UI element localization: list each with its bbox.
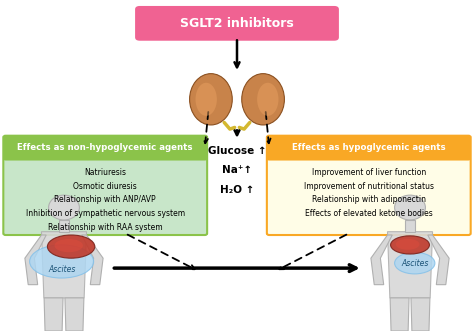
Text: Relationship with adiponectin: Relationship with adiponectin (312, 195, 426, 205)
Ellipse shape (257, 83, 279, 116)
Polygon shape (65, 298, 84, 331)
FancyBboxPatch shape (3, 136, 207, 235)
Ellipse shape (396, 239, 419, 250)
Polygon shape (25, 235, 46, 285)
Text: SGLT2 inhibitors: SGLT2 inhibitors (180, 17, 294, 30)
Text: Relationship with ANP/AVP: Relationship with ANP/AVP (55, 195, 156, 205)
Text: Effects of elevated ketone bodies: Effects of elevated ketone bodies (305, 209, 433, 218)
FancyBboxPatch shape (267, 136, 471, 161)
Text: Relationship with RAA system: Relationship with RAA system (48, 223, 163, 232)
Polygon shape (59, 220, 69, 232)
FancyBboxPatch shape (135, 6, 339, 41)
Ellipse shape (391, 236, 429, 254)
Ellipse shape (47, 235, 95, 258)
Text: Glucose ↑: Glucose ↑ (208, 146, 266, 156)
Ellipse shape (29, 245, 94, 278)
Text: Inhibition of sympathetic nervous system: Inhibition of sympathetic nervous system (26, 209, 185, 218)
Text: Ascites: Ascites (48, 265, 75, 274)
Ellipse shape (190, 74, 232, 125)
Ellipse shape (48, 195, 80, 220)
FancyBboxPatch shape (267, 136, 471, 235)
Text: Natriuresis: Natriuresis (84, 167, 126, 177)
Text: Improvement of nutritional status: Improvement of nutritional status (304, 181, 434, 191)
Polygon shape (405, 220, 415, 232)
Polygon shape (82, 235, 103, 285)
Text: H₂O ↑: H₂O ↑ (220, 185, 254, 195)
Text: Ascites: Ascites (401, 259, 428, 268)
FancyBboxPatch shape (3, 136, 207, 161)
Polygon shape (428, 235, 449, 285)
Ellipse shape (242, 74, 284, 125)
Polygon shape (411, 298, 430, 331)
Polygon shape (42, 232, 86, 298)
Polygon shape (371, 235, 392, 285)
Polygon shape (44, 298, 63, 331)
Text: Osmotic diuresis: Osmotic diuresis (73, 181, 137, 191)
Ellipse shape (195, 83, 217, 116)
Ellipse shape (394, 195, 425, 220)
Text: Na⁺↑: Na⁺↑ (222, 166, 252, 175)
Text: Improvement of liver function: Improvement of liver function (311, 167, 426, 177)
Polygon shape (387, 232, 432, 298)
Text: Effects as hypoglycemic agents: Effects as hypoglycemic agents (292, 143, 446, 153)
Text: Effects as non-hypoglycemic agents: Effects as non-hypoglycemic agents (18, 143, 193, 153)
Ellipse shape (394, 252, 435, 274)
Polygon shape (390, 298, 409, 331)
Ellipse shape (55, 239, 83, 252)
